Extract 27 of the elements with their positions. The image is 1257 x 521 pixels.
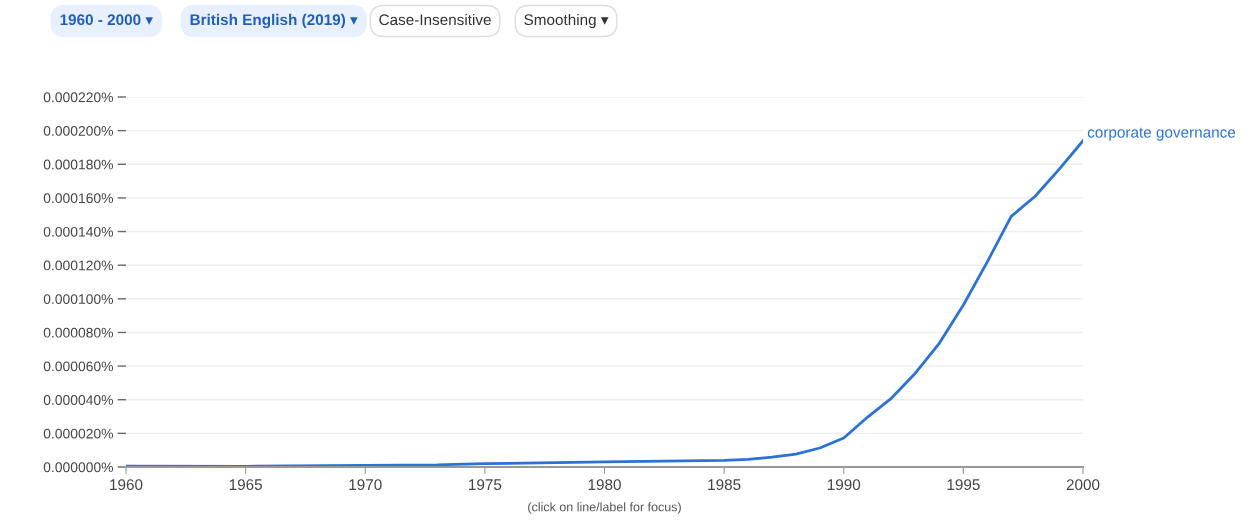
y-tick-label: 0.000000% <box>43 462 114 473</box>
y-tick-label: 0.000080% <box>43 327 114 338</box>
y-tick-label: 0.000200% <box>43 125 114 136</box>
text: Smoothing ▾ <box>524 13 609 29</box>
y-tick-label: 0.000180% <box>43 159 114 170</box>
x-tick-label: 2000 <box>1066 479 1100 491</box>
x-tick-label: 1985 <box>708 479 741 491</box>
y-tick-label: 0.000020% <box>43 428 114 439</box>
series-label: corporate governance <box>1087 127 1236 141</box>
y-tick-label: 0.000220% <box>43 92 114 103</box>
x-tick-label: 1960 <box>110 479 143 491</box>
text: 1960 - 2000 ▾ <box>60 14 153 26</box>
text: British English (2019) ▾ <box>190 13 358 29</box>
x-tick-label: 1980 <box>588 479 621 491</box>
text: Case-Insensitive <box>379 13 491 26</box>
x-tick-label: 1995 <box>947 479 980 491</box>
x-tick-label: 1970 <box>349 479 382 491</box>
y-tick-label: 0.000100% <box>43 294 114 304</box>
x-tick-label: 1990 <box>827 479 861 491</box>
y-tick-label: 0.000160% <box>43 193 114 204</box>
y-tick-label: 0.000040% <box>43 395 114 405</box>
x-tick-label: 1965 <box>229 479 262 491</box>
y-tick-label: 0.000140% <box>43 226 114 237</box>
text: (click on line/label for focus) <box>528 502 681 514</box>
y-tick-label: 0.000120% <box>43 260 114 271</box>
y-tick-label: 0.000060% <box>43 361 114 372</box>
x-tick-label: 1975 <box>469 479 502 491</box>
